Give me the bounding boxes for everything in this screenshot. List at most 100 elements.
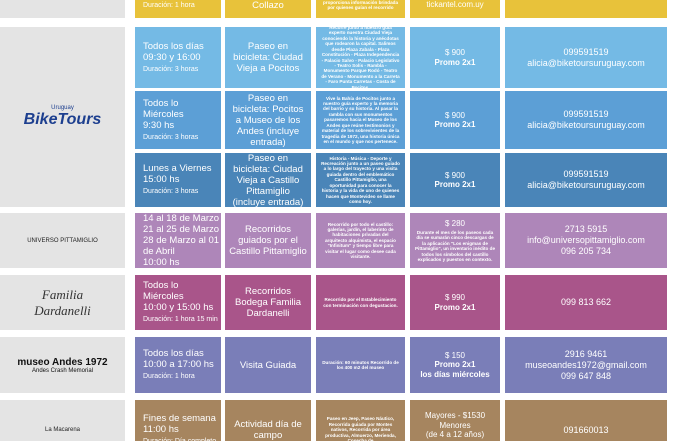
schedule-line: 15:00 hs — [143, 174, 180, 185]
schedule-cell: Todos los días 09:30 y 16:00 Duración: 3 h… — [135, 27, 221, 88]
logo-text: Dardanelli — [34, 302, 91, 318]
duration: Duración: 3 horas — [143, 65, 199, 73]
schedule-line: 14 al 18 de Marzo — [143, 213, 220, 224]
activity: Paseo en bicicleta: Ciudad Vieja a Casti… — [232, 153, 304, 207]
logo-text: museo Andes 1972 — [17, 356, 108, 368]
schedule-cell: Duración: 1 hora — [135, 0, 221, 18]
schedule-line: 9:30 hs — [143, 119, 175, 131]
contact-line: 2713 5915 — [564, 224, 608, 234]
schedule-line: Todos lo — [143, 280, 179, 291]
logo-cell: UNIVERSO PITTAMIGLIO — [0, 213, 125, 268]
contact-cell: 091660013 — [505, 400, 667, 441]
activity: Recorridos guiados por el Castillo Pitta… — [229, 224, 307, 257]
promo: Promo 2x1 — [434, 360, 476, 370]
contact-line: alicia@biketoursuruguay.com — [527, 180, 645, 190]
activity: Collazo — [252, 0, 284, 11]
schedule-cell: Todos los días 10:00 a 17:00 hs Duración: … — [135, 337, 221, 393]
price-cell: $ 900 Promo 2x1 — [410, 91, 500, 149]
activity-cell: Actividad día de campo — [225, 400, 311, 441]
duration: Duración: Día completo — [143, 437, 221, 441]
logo-cell: Familia Dardanelli — [0, 275, 125, 330]
contact-line: info@universopittamiglio.com — [527, 235, 645, 245]
schedule-line: 10:00 a 17:00 hs — [143, 359, 214, 370]
schedule-line: 11:00 hs — [143, 424, 179, 435]
activity: Paseo en bicicleta: Pocitos a Museo de l… — [232, 92, 304, 148]
schedule-line: 10:00 y 15:00 hs — [143, 302, 214, 313]
description: Paseo en Jeep, Paseo Náutico, Recorrida … — [325, 416, 396, 441]
contact-line: museoandes1972@gmail.com — [525, 359, 647, 370]
logo-text: BikeTours — [23, 111, 102, 128]
price-line: Mayores - $1530 — [424, 411, 486, 420]
activity-cell: Paseo en bicicleta: Pocitos a Museo de l… — [225, 91, 311, 149]
schedule-cell: Lunes a Viernes 15:00 hs Duración: 3 horas — [135, 153, 221, 207]
promo: Promo 2x1 — [434, 180, 476, 189]
schedule-line: Miércoles — [143, 291, 184, 302]
logo-text: Andes Crash Memorial — [31, 367, 94, 374]
price-cell: $ 280 Durante el mes de los paseos cada d… — [410, 213, 500, 268]
description: Recorrido por todo el castillo: galerías… — [325, 221, 396, 260]
price-line: Menores — [439, 420, 471, 430]
description-cell: Paseo en Jeep, Paseo Náutico, Recorrida … — [316, 400, 405, 441]
contact-cell — [505, 0, 667, 18]
price-cell: $ 900 Promo 2x1 — [410, 27, 500, 88]
contact-cell: 099 813 662 — [505, 275, 667, 330]
schedule-line: 28 de Marzo al 01 de Abril — [143, 234, 220, 257]
description-cell: proporciona información brindada por qui… — [316, 0, 405, 18]
description-cell: Historia - Música - Deporte y Recreación… — [316, 153, 405, 207]
price-line: tickantel.com.uy — [426, 0, 484, 10]
schedule-line: Todos los días — [143, 40, 204, 52]
activity-cell: Visita Guiada — [225, 337, 311, 393]
logo-cell — [0, 0, 125, 18]
contact-cell: 2713 5915 info@universopittamiglio.com 096… — [505, 213, 667, 268]
promo: Promo 2x1 — [434, 57, 476, 67]
description-cell: Recorre junto a nuestro guía experto nue… — [316, 27, 405, 88]
description-cell: Recorrido por el Establecimiento con ter… — [316, 275, 405, 330]
schedule-line: 21 al 25 de Marzo — [143, 223, 220, 235]
logo-cell: Uruguay BikeTours — [0, 27, 125, 207]
activity: Recorridos Bodega Familia Dardanelli — [234, 286, 301, 319]
description: Vive la Bahía de Pocitos junto a nuestro… — [321, 95, 400, 144]
contact-line: alicia@biketoursuruguay.com — [527, 57, 645, 68]
activity-cell: Recorridos guiados por el Castillo Pitta… — [225, 213, 311, 268]
contact-line: 2916 9461 — [564, 348, 608, 359]
duration: Duración: 1 hora 15 min — [143, 316, 218, 323]
promo: Promo 2x1 — [434, 302, 476, 312]
activity-cell: Paseo en bicicleta: Ciudad Vieja a Casti… — [225, 153, 311, 207]
logo-text: La Macarena — [44, 427, 81, 433]
price-line: $ 900 — [444, 110, 466, 120]
activity: Visita Guiada — [239, 359, 297, 371]
schedule-cell: Todos lo Miércoles 9:30 hs Duración: 3 hora… — [135, 91, 221, 149]
schedule-line: Fines de semana — [143, 413, 216, 424]
description: proporciona información brindada por qui… — [322, 0, 399, 10]
price-cell: tickantel.com.uy — [410, 0, 500, 18]
contact-line: 099 813 662 — [560, 297, 612, 307]
description-cell: Duración: 60 minutos Recorrido de los 40… — [316, 337, 405, 393]
activity: Paseo en bicicleta: Ciudad Vieja a Pocit… — [233, 41, 303, 74]
schedule-line: 10:00 hs — [143, 256, 180, 268]
description-cell: Vive la Bahía de Pocitos junto a nuestro… — [316, 91, 405, 149]
activity-cell: Collazo — [225, 0, 311, 18]
schedule-line: Lunes a Viernes — [143, 163, 212, 174]
price-line: $ 900 — [444, 170, 466, 180]
price-line: (de 4 a 12 años) — [425, 430, 485, 439]
schedule-line: 09:30 y 16:00 — [143, 51, 201, 63]
logo-text: Uruguay — [51, 105, 74, 111]
description: Recorre junto a nuestro guía experto nue… — [321, 27, 400, 88]
logo-text: Familia — [41, 286, 84, 302]
schedule-line: Miércoles — [143, 108, 184, 120]
description-cell: Recorrido por todo el castillo: galerías… — [316, 213, 405, 268]
logo-cell: La Macarena — [0, 400, 125, 441]
contact-line: alicia@biketoursuruguay.com — [527, 120, 645, 130]
activity-cell: Paseo en bicicleta: Ciudad Vieja a Pocit… — [225, 27, 311, 88]
description: Recorrido por el Establecimiento con ter… — [323, 297, 398, 308]
price-cell: $ 150 Promo 2x1 los días miércoles — [410, 337, 500, 393]
contact-cell: 099591519 alicia@biketoursuruguay.com — [505, 91, 667, 149]
promo: Promo 2x1 — [434, 120, 476, 129]
price-line: $ 900 — [444, 48, 466, 57]
activity: Actividad día de campo — [234, 419, 302, 441]
duration: Duración: 1 hora — [143, 373, 195, 380]
